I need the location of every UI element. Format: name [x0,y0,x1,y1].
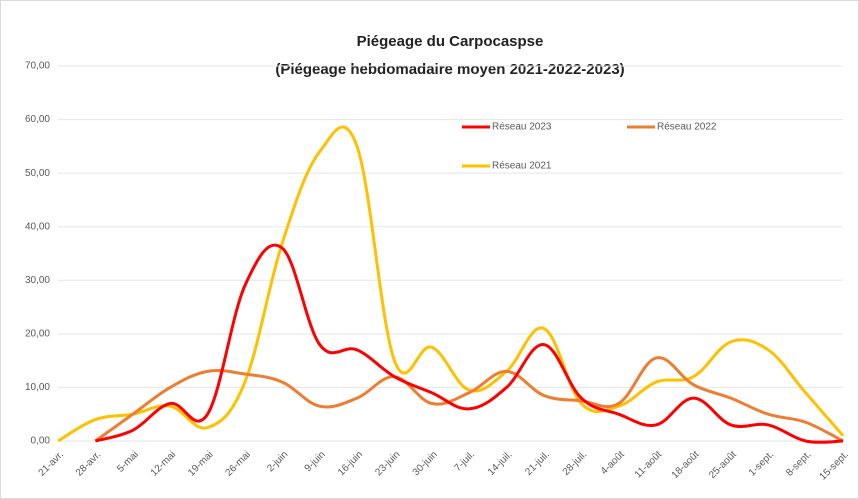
series-line [57,125,845,443]
y-tick-label: 60,00 [25,114,50,125]
chart-subtitle: (Piégeage hebdomadaire moyen 2021-2022-2… [275,61,624,78]
y-tick-label: 20,00 [25,328,50,339]
legend-label: Réseau 2023 [492,122,552,133]
series-line [94,243,844,444]
legend-label: Réseau 2022 [657,122,717,133]
y-tick-label: 50,00 [25,168,50,179]
y-tick-label: 40,00 [25,221,50,232]
chart-title: Piégeage du Carpocaspse [357,33,544,50]
y-tick-label: 0,00 [31,436,51,447]
y-tick-label: 10,00 [25,382,50,393]
series-line [94,356,844,443]
legend-label: Réseau 2021 [492,161,552,172]
y-tick-label: 30,00 [25,275,50,286]
y-tick-label: 70,00 [25,61,50,72]
